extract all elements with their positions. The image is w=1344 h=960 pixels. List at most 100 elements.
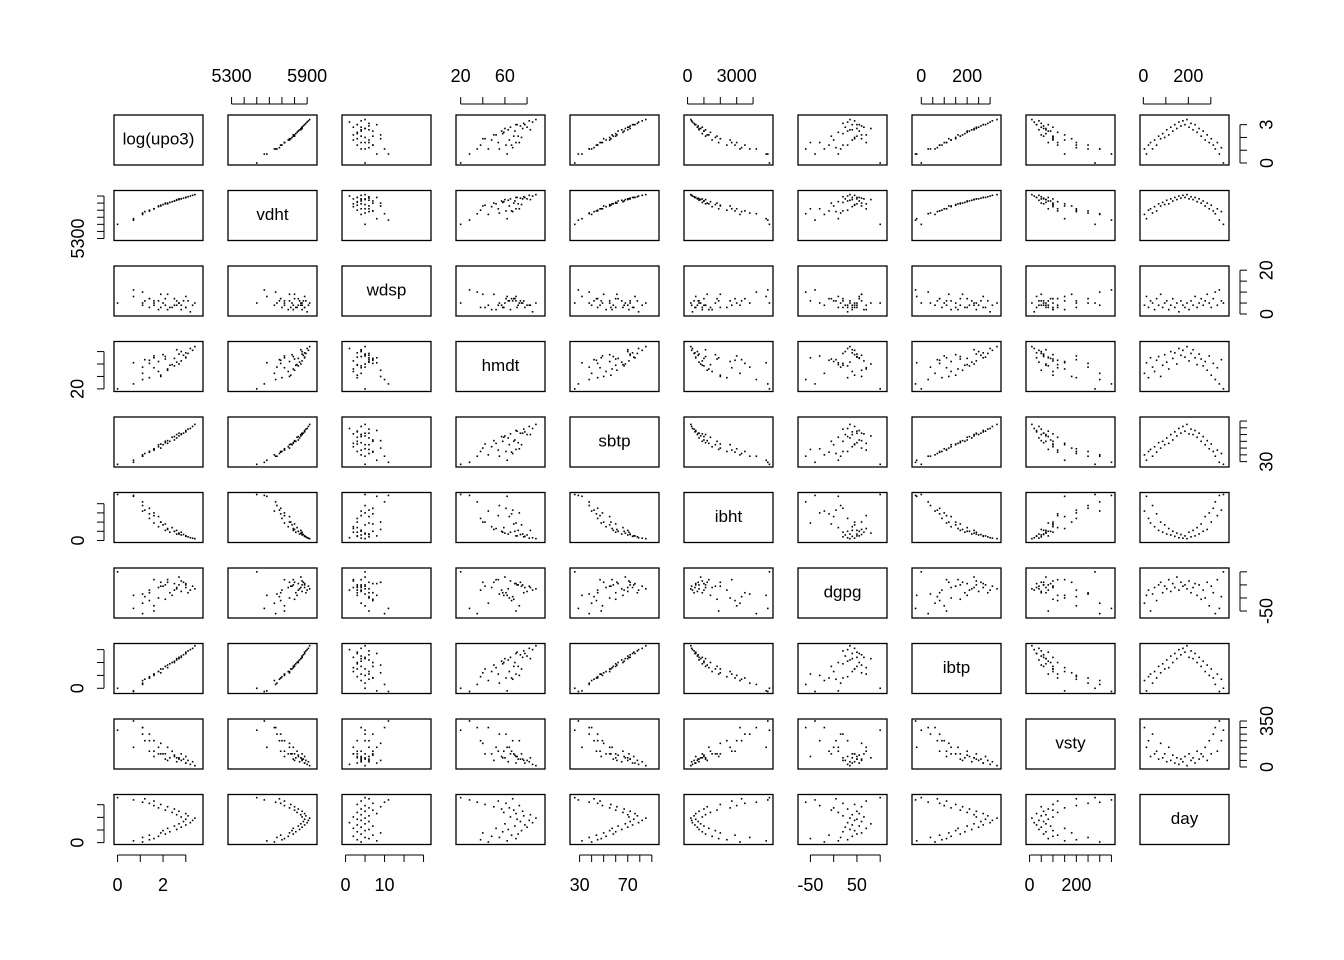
point [645, 764, 647, 767]
point [634, 812, 636, 815]
point [1070, 447, 1073, 449]
point [180, 816, 183, 818]
point [608, 597, 611, 599]
point [701, 306, 704, 309]
point [1182, 349, 1184, 352]
point [164, 358, 167, 360]
point [842, 677, 844, 679]
point [626, 348, 629, 351]
point [484, 803, 486, 806]
point [846, 200, 849, 202]
point [1149, 448, 1152, 451]
point [524, 762, 526, 764]
point [945, 514, 948, 517]
point [943, 355, 946, 357]
point [360, 348, 362, 351]
point [842, 201, 844, 204]
point [804, 683, 807, 686]
point [954, 136, 957, 139]
point [637, 821, 640, 824]
point [356, 803, 359, 806]
point [1075, 358, 1078, 361]
point [1151, 593, 1154, 595]
point [379, 202, 382, 204]
point [521, 584, 524, 586]
point [975, 198, 978, 200]
point [1052, 297, 1054, 300]
point [281, 376, 283, 379]
point [581, 746, 583, 749]
point [511, 509, 514, 511]
point [364, 584, 366, 586]
point [297, 357, 300, 360]
panel [1139, 114, 1230, 166]
point [356, 757, 359, 759]
point [1042, 584, 1045, 586]
point [968, 200, 971, 202]
point [364, 533, 366, 535]
point [303, 352, 306, 354]
point [832, 360, 835, 363]
point [735, 141, 738, 144]
point [870, 532, 872, 534]
point [1042, 432, 1045, 435]
point [717, 207, 720, 210]
point [844, 304, 847, 307]
point [501, 440, 504, 443]
point [853, 374, 856, 377]
point [479, 306, 482, 309]
point [856, 135, 858, 137]
point [830, 665, 833, 668]
point [982, 762, 985, 764]
point [957, 203, 959, 205]
point [303, 584, 306, 586]
point [153, 356, 155, 359]
point [915, 746, 918, 749]
point [1182, 194, 1184, 197]
panel [1025, 340, 1116, 393]
point [602, 293, 605, 296]
point [479, 517, 482, 520]
point [288, 293, 291, 296]
point [1056, 526, 1059, 529]
point [288, 597, 291, 599]
point [814, 289, 816, 291]
point [748, 302, 751, 304]
point [870, 657, 872, 660]
point [178, 758, 180, 760]
point [744, 210, 746, 212]
point [1045, 813, 1047, 816]
point [528, 537, 531, 539]
panel [1139, 416, 1230, 468]
point [266, 153, 268, 155]
point [364, 148, 366, 150]
point [1174, 123, 1176, 126]
point [153, 355, 155, 357]
point [352, 578, 355, 581]
point [954, 302, 957, 304]
point [132, 383, 135, 385]
point [303, 651, 306, 654]
point [1052, 302, 1054, 304]
point [360, 586, 362, 589]
point [740, 797, 743, 800]
point [608, 353, 611, 356]
point [356, 526, 359, 529]
point [481, 293, 484, 296]
point [588, 682, 591, 684]
point [360, 584, 362, 586]
point [717, 300, 720, 302]
point [1049, 439, 1052, 441]
point [364, 605, 366, 607]
point [699, 302, 702, 304]
point [870, 363, 872, 365]
point [601, 605, 604, 607]
point [524, 196, 526, 199]
point [628, 656, 630, 659]
point [498, 302, 501, 304]
point [616, 759, 618, 762]
point [182, 581, 185, 584]
point [927, 455, 929, 458]
point [1063, 459, 1066, 462]
point [178, 302, 180, 304]
